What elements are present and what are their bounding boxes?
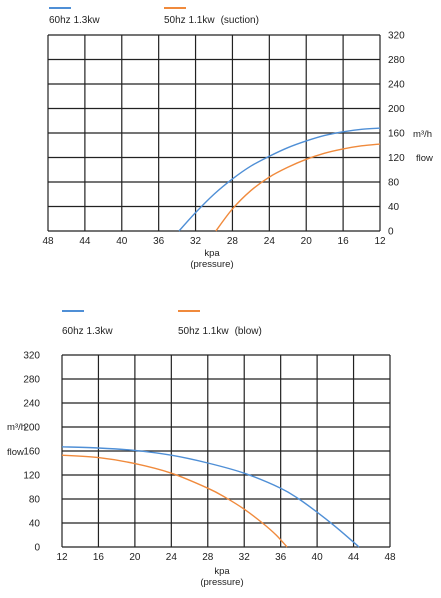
y-tick-label: 40 [388, 202, 400, 213]
y-axis-unit: m³/h [413, 129, 432, 140]
x-axis-label: kpa [204, 248, 220, 259]
y-tick-label: 160 [388, 129, 405, 140]
x-axis-sublabel: (pressure) [200, 577, 243, 588]
y-tick-label: 320 [23, 351, 40, 362]
y-tick-label: 200 [23, 423, 40, 434]
y-tick-label: 160 [23, 447, 40, 458]
y-axis-label: flow [7, 447, 24, 458]
series-line-50hz [61, 454, 288, 548]
grid [61, 354, 391, 548]
x-tick-label: 36 [153, 236, 165, 247]
y-tick-label: 120 [388, 153, 405, 164]
y-tick-label: 240 [23, 399, 40, 410]
legend-label-60hz: 60hz 1.3kw [62, 326, 113, 337]
y-tick-label: 80 [29, 495, 41, 506]
x-tick-label: 28 [202, 552, 214, 563]
x-tick-label: 44 [79, 236, 91, 247]
x-tick-label: 20 [129, 552, 141, 563]
y-tick-label: 0 [34, 543, 40, 554]
x-axis-label: kpa [214, 566, 230, 577]
x-tick-label: 20 [301, 236, 313, 247]
legend-label-60hz: 60hz 1.3kw [49, 15, 100, 26]
y-axis-label: flow [416, 153, 433, 164]
chart-subtitle: (blow) [235, 326, 262, 337]
x-tick-label: 40 [116, 236, 128, 247]
y-axis-unit: m³/h [7, 422, 26, 433]
x-tick-label: 32 [239, 552, 251, 563]
legend-label-50hz: 50hz 1.1kw [178, 326, 229, 337]
x-tick-label: 16 [338, 236, 350, 247]
x-tick-label: 44 [348, 552, 360, 563]
x-tick-label: 32 [190, 236, 202, 247]
y-tick-label: 40 [29, 519, 41, 530]
chart-subtitle: (suction) [221, 15, 259, 26]
x-tick-label: 28 [227, 236, 239, 247]
y-tick-label: 0 [388, 227, 394, 238]
y-tick-label: 320 [388, 31, 405, 42]
series-line-60hz [61, 446, 360, 548]
y-tick-label: 240 [388, 80, 405, 91]
x-tick-label: 12 [374, 236, 386, 247]
x-tick-label: 40 [312, 552, 324, 563]
y-tick-label: 120 [23, 471, 40, 482]
suction-chart: 48 44 40 36 32 28 24 20 16 120 40 80 120 160 200 240 280… [42, 7, 433, 270]
x-tick-label: 36 [275, 552, 287, 563]
x-axis-sublabel: (pressure) [190, 259, 233, 270]
y-tick-label: 280 [388, 55, 405, 66]
y-tick-label: 80 [388, 178, 400, 189]
series-line-60hz [178, 127, 381, 232]
x-tick-label: 24 [264, 236, 276, 247]
series-line-50hz [215, 143, 381, 232]
grid [47, 34, 381, 232]
y-tick-label: 200 [388, 104, 405, 115]
legend-label-50hz: 50hz 1.1kw [164, 15, 215, 26]
blow-chart: 12 16 20 24 28 32 36 40 44 48 0 40 80 120 160 200 240 280… [7, 310, 396, 588]
x-tick-label: 48 [384, 552, 396, 563]
x-tick-label: 24 [166, 552, 178, 563]
y-tick-label: 280 [23, 375, 40, 386]
x-tick-label: 48 [42, 236, 54, 247]
x-tick-label: 16 [93, 552, 105, 563]
x-tick-label: 12 [56, 552, 68, 563]
